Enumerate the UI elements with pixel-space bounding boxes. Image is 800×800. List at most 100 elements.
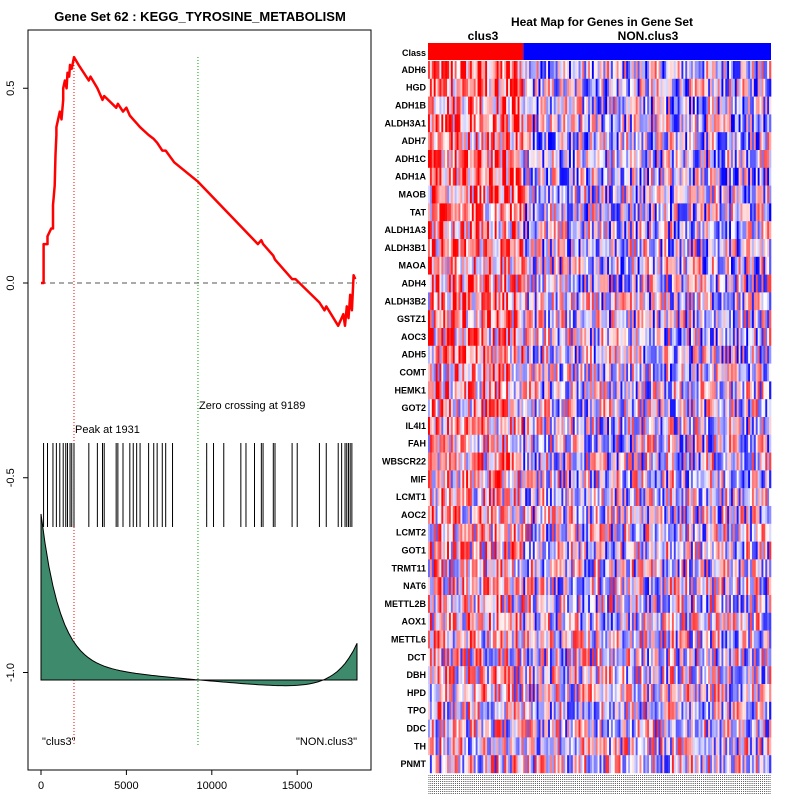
heatmap-cell (736, 221, 739, 240)
heatmap-cell (502, 310, 505, 329)
heatmap-cell (706, 417, 709, 435)
heatmap-cell (652, 203, 656, 222)
heatmap-cell (761, 470, 764, 489)
heatmap-cell (719, 274, 722, 293)
heatmap-cell (536, 363, 539, 382)
heatmap-cell (719, 488, 722, 507)
heatmap-cell (490, 96, 494, 115)
heatmap-cell (576, 96, 579, 115)
heatmap-cell (548, 488, 551, 507)
heatmap-cell (713, 470, 717, 489)
heatmap-cell (544, 328, 547, 346)
heatmap-cell (687, 452, 690, 471)
heatmap-cell (553, 114, 556, 133)
heatmap-cell (437, 61, 440, 79)
heatmap-cell (555, 381, 558, 400)
heatmap-cell (542, 239, 545, 257)
heatmap-cell (751, 78, 755, 97)
heatmap-cell (534, 523, 537, 542)
heatmap-cell (517, 274, 520, 293)
heatmap-cell (546, 452, 549, 471)
heatmap-cell (479, 256, 482, 275)
heatmap-cell (641, 96, 644, 115)
heatmap-cell (509, 167, 513, 186)
heatmap-cell (742, 256, 745, 275)
heatmap-cell (603, 96, 606, 115)
heatmap-cell (717, 345, 720, 364)
heatmap-cell (717, 434, 720, 453)
heatmap-cell (751, 256, 755, 275)
heatmap-cell (738, 417, 741, 435)
heatmap-cell (635, 167, 638, 186)
heatmap-cell (664, 381, 667, 400)
heatmap-cell (616, 274, 619, 293)
heatmap-cell (433, 381, 436, 400)
heatmap-cell (534, 132, 537, 151)
heatmap-cell (548, 167, 551, 186)
heatmap-cell (500, 381, 503, 400)
heatmap-cell (567, 78, 570, 97)
heatmap-cell (487, 150, 490, 168)
heatmap-cell (715, 434, 718, 453)
heatmap-cell (572, 310, 576, 329)
heatmap-cell (637, 363, 640, 382)
heatmap-cell (468, 78, 471, 97)
heatmap-cell (511, 345, 515, 364)
heatmap-cell (711, 452, 715, 471)
heatmap-cell (727, 488, 730, 507)
heatmap-cell (763, 310, 766, 329)
heatmap-cell (530, 185, 534, 204)
heatmap-cell (595, 274, 598, 293)
heatmap-cell (502, 452, 505, 471)
heatmap-cell (479, 488, 482, 507)
heatmap-cell (565, 452, 568, 471)
heatmap-cell (673, 96, 677, 115)
heatmap-cell (647, 452, 650, 471)
heatmap-cell (708, 221, 711, 240)
heatmap-cell (447, 292, 450, 311)
heatmap-cell (555, 310, 558, 329)
heatmap-cell (628, 61, 631, 79)
heatmap-cell (692, 381, 696, 400)
heatmap-cell (456, 470, 459, 489)
heatmap-cell (475, 274, 478, 293)
heatmap-cell (561, 239, 564, 257)
heatmap-cell (698, 256, 701, 275)
heatmap-cell (492, 310, 495, 329)
heatmap-cell (534, 167, 537, 186)
heatmap-cell (565, 132, 568, 151)
heatmap-cell (751, 167, 755, 186)
heatmap-cell (519, 61, 522, 79)
heatmap-cell (437, 256, 440, 275)
heatmap-cell (437, 167, 440, 186)
heatmap-cell (751, 470, 755, 489)
heatmap-cell (546, 310, 549, 329)
heatmap-cell (603, 203, 606, 222)
heatmap-cell (511, 328, 515, 346)
heatmap-cell (694, 132, 697, 151)
heatmap-cell (721, 132, 724, 151)
heatmap-cell (498, 328, 501, 346)
heatmap-cell (561, 61, 564, 79)
heatmap-cell (605, 381, 608, 400)
heatmap-cell (729, 292, 732, 311)
heatmap-cell (464, 239, 467, 257)
heatmap-cell (706, 61, 709, 79)
heatmap-cell (666, 185, 669, 204)
heatmap-cell (439, 274, 442, 293)
heatmap-cell (534, 114, 537, 133)
heatmap-cell (715, 363, 718, 382)
heatmap-cell (715, 506, 718, 524)
heatmap-cell (635, 78, 638, 97)
heatmap-cell (609, 114, 612, 133)
heatmap-cell (729, 78, 732, 97)
heatmap-cell (696, 292, 699, 311)
heatmap-cell (755, 434, 758, 453)
heatmap-cell (439, 523, 442, 542)
heatmap-cell (683, 114, 686, 133)
heatmap-cell (628, 239, 631, 257)
heatmap-cell (460, 470, 463, 489)
heatmap-cell (527, 256, 530, 275)
heatmap-cell (464, 345, 467, 364)
heatmap-cell (538, 470, 541, 489)
